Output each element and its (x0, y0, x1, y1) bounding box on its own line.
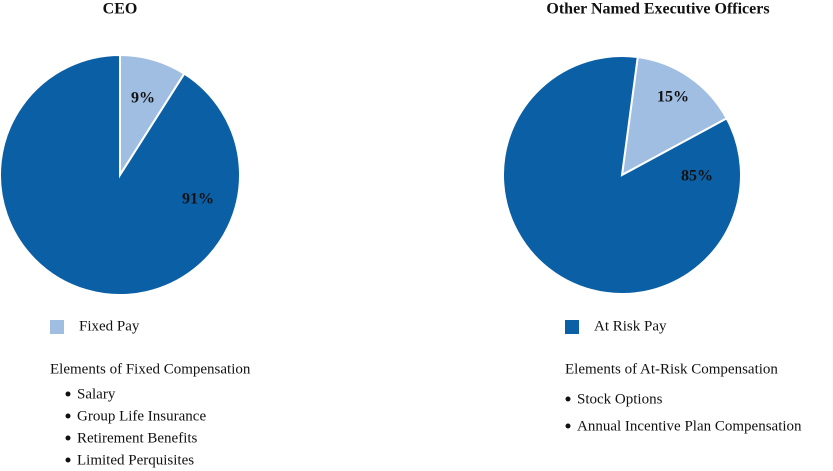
legend-label: At Risk Pay (594, 318, 667, 334)
bullet (565, 423, 571, 429)
bullet (65, 391, 71, 397)
bullet (65, 413, 71, 419)
pie-slice (0, 53, 241, 296)
pie-slice (502, 55, 742, 295)
note-item: Stock Options (577, 391, 663, 407)
chart-title: Other Named Executive Officers (546, 1, 769, 18)
bullet (565, 396, 571, 402)
bullet (65, 435, 71, 441)
value-label: 85% (681, 168, 713, 185)
legend-label: Fixed Pay (79, 318, 140, 334)
note-item: Salary (77, 386, 116, 402)
pie-slice (620, 55, 729, 177)
value-label: 91% (182, 191, 214, 208)
legend-swatch (50, 320, 64, 334)
notes-title: Elements of At-Risk Compensation (565, 361, 778, 377)
notes-title: Elements of Fixed Compensation (50, 361, 251, 377)
value-label: 9% (131, 90, 155, 107)
bullet (65, 457, 71, 463)
note-item: Annual Incentive Plan Compensation (577, 418, 802, 434)
chart-title: CEO (103, 1, 138, 18)
legend-swatch (565, 320, 579, 334)
note-item: Group Life Insurance (77, 408, 206, 424)
value-label: 15% (657, 89, 689, 106)
note-item: Retirement Benefits (77, 430, 198, 446)
note-item: Limited Perquisites (77, 452, 194, 468)
